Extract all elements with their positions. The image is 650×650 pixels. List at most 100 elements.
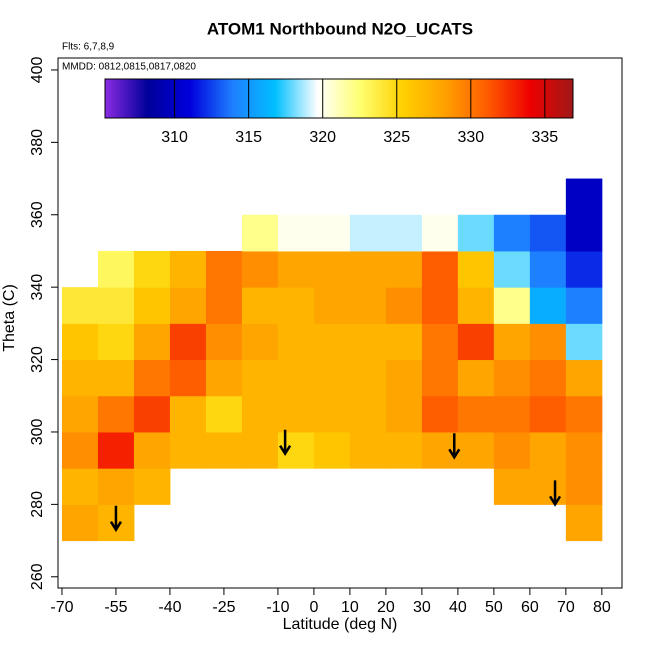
heat-cell: [385, 359, 423, 397]
heat-cell: [565, 359, 603, 397]
y-tick-label: 300: [29, 419, 46, 446]
heat-cell: [565, 178, 603, 216]
y-tick-label: 280: [29, 491, 46, 518]
colorbar-tick-label: 315: [235, 129, 262, 146]
heat-cell: [457, 431, 495, 469]
heat-cell: [529, 468, 567, 505]
heat-cell: [493, 323, 531, 361]
heat-cell: [133, 431, 171, 469]
heat-cell: [97, 359, 135, 397]
x-tick-label: -40: [158, 599, 181, 616]
colorbar-tick-label: 335: [532, 129, 559, 146]
x-tick-label: 60: [521, 599, 539, 616]
heat-cell: [313, 395, 351, 433]
heat-cell: [205, 431, 243, 469]
x-tick-label: 80: [593, 599, 611, 616]
heat-cell: [385, 395, 423, 433]
heat-cell: [97, 250, 135, 288]
heat-cell: [457, 323, 495, 361]
chart-title: ATOM1 Northbound N2O_UCATS: [207, 19, 473, 38]
heat-cell: [61, 359, 99, 397]
heat-cell: [169, 431, 207, 469]
heat-cell: [349, 323, 387, 361]
heat-cell: [133, 287, 171, 324]
heat-cell: [61, 287, 99, 324]
heat-cell: [349, 431, 387, 469]
x-tick-label: -25: [212, 599, 235, 616]
plot-frame: [57, 57, 623, 589]
arrow: [548, 480, 562, 507]
heat-cell: [97, 431, 135, 469]
heat-cell: [241, 323, 279, 361]
x-tick-label: 70: [557, 599, 575, 616]
heat-cell: [169, 395, 207, 433]
heat-cell: [169, 323, 207, 361]
heat-cell: [313, 359, 351, 397]
heat-cell: [313, 214, 351, 252]
arrow: [109, 505, 123, 533]
heat-cell: [61, 468, 99, 505]
heat-cell: [349, 395, 387, 433]
x-tick-label: 30: [413, 599, 431, 616]
heat-cell: [493, 287, 531, 324]
heat-cell: [169, 287, 207, 324]
heat-cell: [133, 395, 171, 433]
heat-cell: [421, 431, 459, 469]
x-tick-label: -70: [50, 599, 73, 616]
heat-cell: [421, 395, 459, 433]
heat-cell: [529, 250, 567, 288]
heat-cell: [457, 359, 495, 397]
heat-cell: [241, 359, 279, 397]
heat-cell: [97, 287, 135, 324]
x-tick-label: 40: [449, 599, 467, 616]
heat-cell: [349, 287, 387, 324]
heat-cell: [97, 395, 135, 433]
heat-cell: [457, 214, 495, 252]
heat-cell: [241, 287, 279, 324]
heat-cell: [277, 250, 315, 288]
y-tick-label: 400: [29, 57, 46, 84]
heat-cell: [493, 214, 531, 252]
heat-cell: [565, 250, 603, 288]
heat-cell: [349, 214, 387, 252]
heat-cell: [565, 323, 603, 361]
heat-cell: [97, 323, 135, 361]
heat-cell: [313, 323, 351, 361]
heat-cell: [457, 395, 495, 433]
heat-cell: [205, 395, 243, 433]
y-tick-label: 380: [29, 129, 46, 156]
x-axis-label: Latitude (deg N): [283, 616, 398, 633]
heat-cell: [457, 250, 495, 288]
heat-cell: [529, 359, 567, 397]
heat-cell: [205, 287, 243, 324]
heat-cell: [205, 359, 243, 397]
heat-cell: [421, 359, 459, 397]
heat-cell: [565, 468, 603, 505]
heat-cell: [133, 359, 171, 397]
heat-cell: [493, 359, 531, 397]
colorbar-tick-label: 330: [457, 129, 484, 146]
heat-cell: [493, 250, 531, 288]
heat-cell: [529, 395, 567, 433]
colorbar: [104, 78, 574, 119]
heat-cell: [277, 395, 315, 433]
x-tick-label: -55: [104, 599, 127, 616]
heat-cell: [385, 431, 423, 469]
heat-cell: [421, 214, 459, 252]
heat-cell: [421, 287, 459, 324]
heat-cell: [421, 323, 459, 361]
heat-cell: [61, 395, 99, 433]
arrow: [279, 429, 292, 457]
heat-cell: [241, 395, 279, 433]
heat-cell: [385, 323, 423, 361]
heat-cell: [241, 431, 279, 469]
heat-cell: [565, 395, 603, 433]
heat-cell: [277, 323, 315, 361]
y-tick-label: 360: [29, 201, 46, 228]
heat-cell: [565, 214, 603, 252]
heat-cell: [349, 250, 387, 288]
heat-cell: [529, 287, 567, 324]
heat-cell: [493, 395, 531, 433]
x-tick-label: 0: [309, 599, 318, 616]
